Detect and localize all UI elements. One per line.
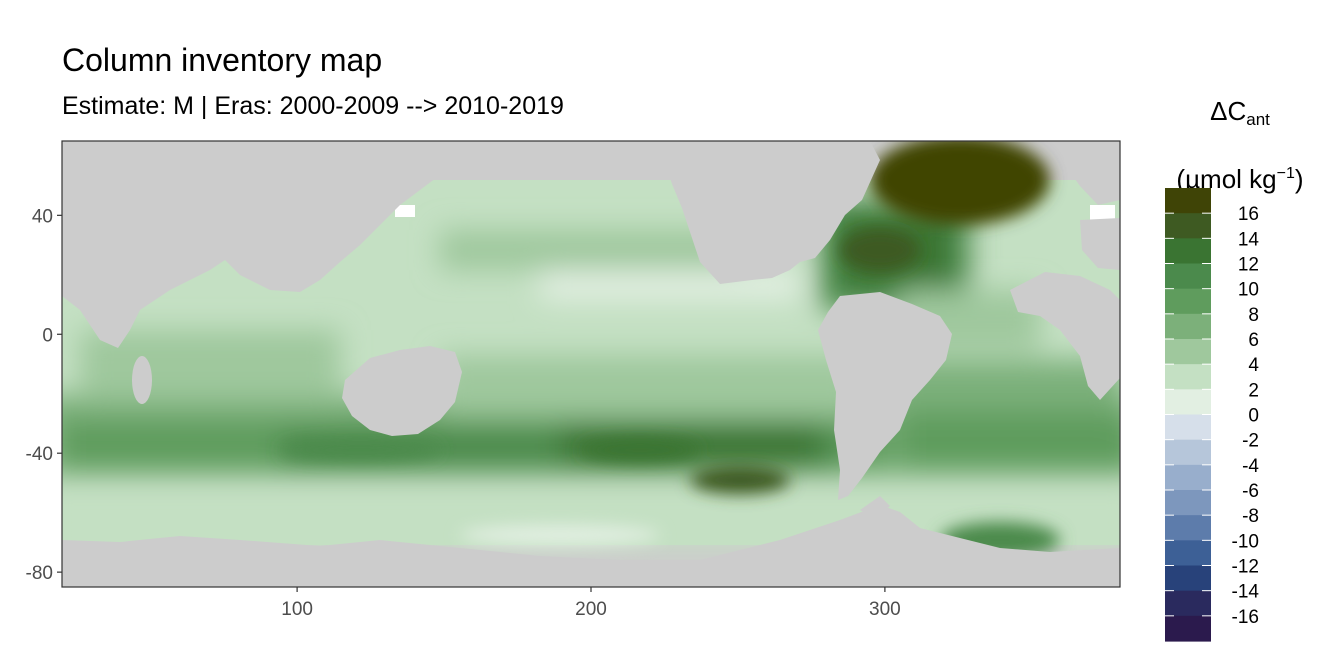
legend-swatch (1165, 263, 1211, 290)
legend-label: -8 (1242, 506, 1259, 527)
land-africa-east (62, 141, 230, 348)
legend-swatch (1165, 615, 1211, 642)
y-tick-label: 0 (42, 325, 53, 346)
legend-swatch (1165, 515, 1211, 541)
legend-label: 8 (1248, 305, 1259, 326)
legend-label: -12 (1232, 557, 1259, 578)
legend-unit-exponent: −1 (1276, 165, 1295, 182)
land-eurasia (62, 141, 490, 292)
legend-label: 6 (1248, 330, 1259, 351)
legend-swatch (1165, 540, 1211, 567)
legend-swatch (1165, 490, 1211, 516)
land-antarctic-peninsula (860, 496, 890, 518)
legend-swatch (1165, 238, 1211, 265)
legend-label: 0 (1248, 406, 1259, 427)
legend-swatch (1165, 313, 1211, 340)
legend-label: 4 (1248, 355, 1259, 376)
core-features (280, 141, 1060, 558)
legend-label: 2 (1248, 380, 1259, 401)
landmasses (62, 141, 1120, 587)
legend-swatch (1165, 188, 1211, 214)
legend-swatch (1165, 439, 1211, 466)
legend-label: -6 (1242, 481, 1259, 502)
land-madagascar (132, 356, 152, 404)
legend-swatch (1165, 464, 1211, 491)
legend-unit-close: ) (1294, 164, 1304, 194)
x-tick-label: 300 (869, 599, 901, 620)
legend-label: -14 (1232, 582, 1260, 603)
legend-label: -4 (1242, 456, 1259, 477)
legend-label: -16 (1232, 607, 1259, 628)
legend-swatch (1165, 339, 1211, 365)
legend-swatch (1165, 590, 1211, 617)
legend-colorbar: 16 14 12 10 8 6 4 2 0 -2 -4 -6 -8 -10 -12 -14 -16 (1165, 188, 1259, 642)
y-tick-label: -40 (26, 444, 53, 465)
legend-swatch (1165, 288, 1211, 315)
legend-label: 16 (1238, 204, 1259, 225)
legend-swatch (1165, 414, 1211, 441)
x-tick-label: 100 (281, 599, 313, 620)
land-antarctica (62, 505, 1120, 587)
legend-label: 10 (1238, 280, 1259, 301)
land-south-america (818, 292, 952, 500)
legend-swatch (1165, 389, 1211, 416)
legend-swatch (1165, 364, 1211, 390)
legend-label: -10 (1232, 531, 1259, 552)
legend-label: 14 (1238, 229, 1260, 250)
legend-swatch (1165, 213, 1211, 239)
land-europe (1080, 218, 1120, 270)
chart-subtitle: Estimate: M | Eras: 2000-2009 --> 2010-2… (62, 92, 564, 120)
land-australia (342, 346, 462, 436)
land-north-america (660, 141, 880, 284)
legend-title-unit: (µmol kg−1) (1150, 147, 1330, 206)
legend-title: ΔCant (µmol kg−1) (1150, 84, 1330, 206)
legend-label: 12 (1238, 255, 1259, 276)
y-tick-label: -80 (26, 563, 53, 584)
legend-label: -2 (1242, 431, 1259, 452)
legend-title-variable: ΔCant (1150, 84, 1330, 147)
chart-title: Column inventory map (62, 42, 383, 78)
map-panel (62, 141, 1120, 587)
legend-title-subscript: ant (1246, 110, 1270, 129)
x-tick-label: 200 (575, 599, 607, 620)
y-tick-label: 40 (32, 206, 53, 227)
land-greenland (1060, 141, 1120, 205)
legend-title-main: ΔC (1210, 96, 1247, 126)
legend-swatch (1165, 565, 1211, 592)
land-africa (1010, 272, 1120, 400)
